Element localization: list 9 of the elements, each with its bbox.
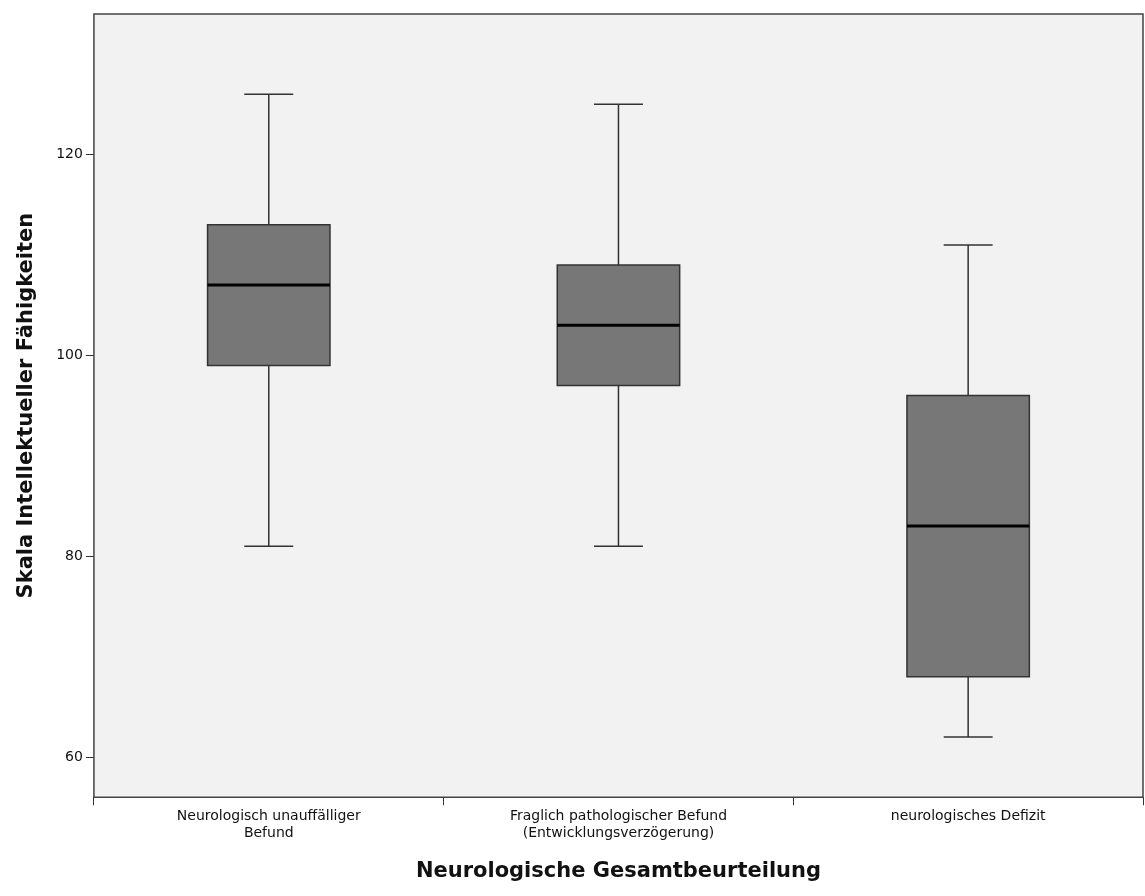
x-tick-label: Fraglich pathologischer Befund (Entwicklungsverzögerung) [509,807,728,841]
y-tick-label: 60 [65,747,83,764]
x-tick-label: Neurologisch unauffälliger Befund [176,807,361,841]
x-tick-label: neurologisches Defizit [890,807,1047,824]
y-tick-label: 80 [65,546,83,563]
x-axis-title: Neurologische Gesamtbeurteilung [415,857,822,882]
y-tick-label: 100 [56,346,83,363]
y-tick-label: 120 [56,145,83,162]
y-axis-title: Skala Intellektueller Fähigkeiten [13,212,38,599]
